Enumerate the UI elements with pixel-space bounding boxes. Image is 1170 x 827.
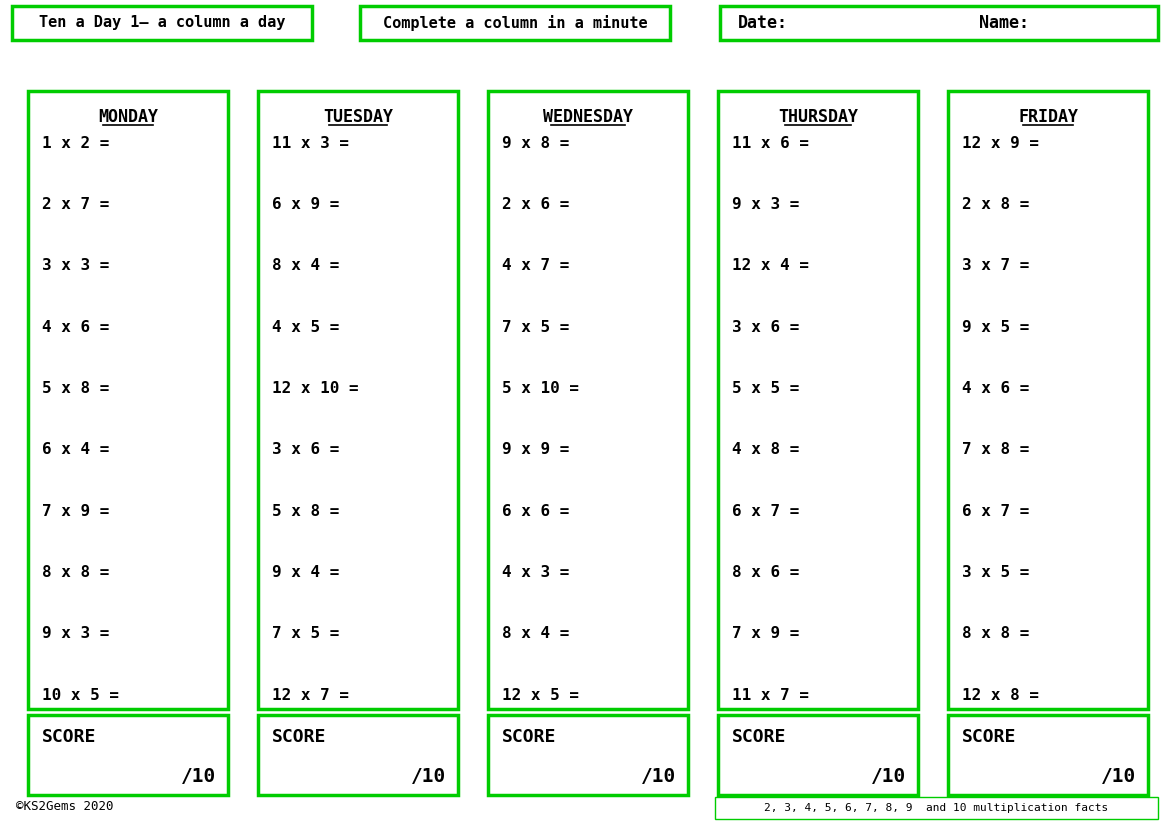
FancyBboxPatch shape	[948, 91, 1148, 709]
Text: 11 x 7 =: 11 x 7 =	[732, 687, 808, 702]
FancyBboxPatch shape	[718, 715, 918, 795]
Text: /10: /10	[411, 767, 446, 786]
FancyBboxPatch shape	[488, 715, 688, 795]
Text: 2 x 8 =: 2 x 8 =	[962, 197, 1030, 212]
Text: 5 x 8 =: 5 x 8 =	[42, 380, 109, 396]
Text: FRIDAY: FRIDAY	[1018, 108, 1078, 126]
Text: /10: /10	[1101, 767, 1136, 786]
Text: SCORE: SCORE	[502, 728, 557, 746]
Text: WEDNESDAY: WEDNESDAY	[543, 108, 633, 126]
Text: 8 x 8 =: 8 x 8 =	[962, 626, 1030, 641]
Text: 7 x 9 =: 7 x 9 =	[732, 626, 799, 641]
Text: 8 x 4 =: 8 x 4 =	[502, 626, 570, 641]
FancyBboxPatch shape	[28, 715, 228, 795]
Text: 3 x 7 =: 3 x 7 =	[962, 258, 1030, 273]
Text: 8 x 8 =: 8 x 8 =	[42, 565, 109, 580]
Text: 8 x 6 =: 8 x 6 =	[732, 565, 799, 580]
Text: 11 x 3 =: 11 x 3 =	[271, 136, 349, 151]
Text: 7 x 5 =: 7 x 5 =	[502, 319, 570, 334]
Text: 6 x 7 =: 6 x 7 =	[732, 504, 799, 519]
FancyBboxPatch shape	[948, 715, 1148, 795]
Text: SCORE: SCORE	[732, 728, 786, 746]
Text: 12 x 5 =: 12 x 5 =	[502, 687, 579, 702]
Text: 12 x 7 =: 12 x 7 =	[271, 687, 349, 702]
FancyBboxPatch shape	[488, 91, 688, 709]
Text: 8 x 4 =: 8 x 4 =	[271, 258, 339, 273]
Text: MONDAY: MONDAY	[98, 108, 158, 126]
Text: 2, 3, 4, 5, 6, 7, 8, 9  and 10 multiplication facts: 2, 3, 4, 5, 6, 7, 8, 9 and 10 multiplica…	[764, 803, 1109, 813]
Text: /10: /10	[641, 767, 676, 786]
Text: 11 x 6 =: 11 x 6 =	[732, 136, 808, 151]
Text: 6 x 9 =: 6 x 9 =	[271, 197, 339, 212]
Text: 9 x 9 =: 9 x 9 =	[502, 442, 570, 457]
FancyBboxPatch shape	[360, 6, 670, 40]
Text: 4 x 5 =: 4 x 5 =	[271, 319, 339, 334]
Text: 7 x 5 =: 7 x 5 =	[271, 626, 339, 641]
Text: Date:: Date:	[738, 14, 789, 32]
FancyBboxPatch shape	[718, 91, 918, 709]
Text: 3 x 5 =: 3 x 5 =	[962, 565, 1030, 580]
Text: 7 x 8 =: 7 x 8 =	[962, 442, 1030, 457]
FancyBboxPatch shape	[715, 797, 1158, 819]
Text: 5 x 10 =: 5 x 10 =	[502, 380, 579, 396]
Text: 9 x 3 =: 9 x 3 =	[732, 197, 799, 212]
Text: 5 x 8 =: 5 x 8 =	[271, 504, 339, 519]
FancyBboxPatch shape	[259, 91, 457, 709]
Text: 9 x 5 =: 9 x 5 =	[962, 319, 1030, 334]
Text: SCORE: SCORE	[271, 728, 326, 746]
Text: SCORE: SCORE	[42, 728, 96, 746]
FancyBboxPatch shape	[720, 6, 1158, 40]
Text: 12 x 4 =: 12 x 4 =	[732, 258, 808, 273]
Text: THURSDAY: THURSDAY	[778, 108, 858, 126]
Text: 6 x 4 =: 6 x 4 =	[42, 442, 109, 457]
Text: Complete a column in a minute: Complete a column in a minute	[383, 15, 647, 31]
Text: Ten a Day 1— a column a day: Ten a Day 1— a column a day	[39, 16, 285, 31]
Text: 12 x 10 =: 12 x 10 =	[271, 380, 359, 396]
Text: 4 x 6 =: 4 x 6 =	[962, 380, 1030, 396]
Text: /10: /10	[180, 767, 216, 786]
Text: TUESDAY: TUESDAY	[323, 108, 393, 126]
Text: Name:: Name:	[979, 14, 1028, 32]
FancyBboxPatch shape	[12, 6, 312, 40]
FancyBboxPatch shape	[28, 91, 228, 709]
Text: 1 x 2 =: 1 x 2 =	[42, 136, 109, 151]
Text: 9 x 8 =: 9 x 8 =	[502, 136, 570, 151]
Text: 5 x 5 =: 5 x 5 =	[732, 380, 799, 396]
Text: SCORE: SCORE	[962, 728, 1017, 746]
Text: 9 x 3 =: 9 x 3 =	[42, 626, 109, 641]
Text: 2 x 6 =: 2 x 6 =	[502, 197, 570, 212]
Text: 6 x 7 =: 6 x 7 =	[962, 504, 1030, 519]
Text: 10 x 5 =: 10 x 5 =	[42, 687, 119, 702]
Text: 9 x 4 =: 9 x 4 =	[271, 565, 339, 580]
Text: 4 x 3 =: 4 x 3 =	[502, 565, 570, 580]
FancyBboxPatch shape	[259, 715, 457, 795]
Text: 3 x 3 =: 3 x 3 =	[42, 258, 109, 273]
Text: 3 x 6 =: 3 x 6 =	[271, 442, 339, 457]
Text: 4 x 7 =: 4 x 7 =	[502, 258, 570, 273]
Text: /10: /10	[870, 767, 906, 786]
Text: 4 x 6 =: 4 x 6 =	[42, 319, 109, 334]
Text: ©KS2Gems 2020: ©KS2Gems 2020	[16, 800, 113, 813]
Text: 3 x 6 =: 3 x 6 =	[732, 319, 799, 334]
Text: 12 x 9 =: 12 x 9 =	[962, 136, 1039, 151]
Text: 12 x 8 =: 12 x 8 =	[962, 687, 1039, 702]
Text: 2 x 7 =: 2 x 7 =	[42, 197, 109, 212]
Text: 4 x 8 =: 4 x 8 =	[732, 442, 799, 457]
Text: 6 x 6 =: 6 x 6 =	[502, 504, 570, 519]
Text: 7 x 9 =: 7 x 9 =	[42, 504, 109, 519]
